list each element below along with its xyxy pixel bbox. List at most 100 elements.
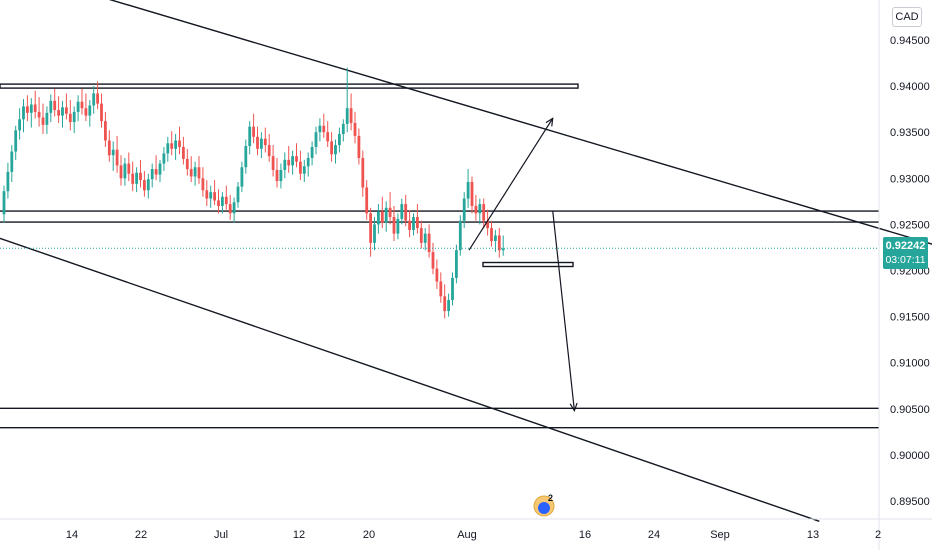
candle-body [6, 171, 10, 192]
time-tick-label: 12 [293, 529, 305, 541]
candle-body [267, 145, 271, 157]
bullish-arrow[interactable] [468, 118, 554, 251]
candle-body [486, 220, 489, 229]
time-axis[interactable]: 14 22 Jul 12 20 Aug 16 24 Sep 13 2 [0, 518, 932, 541]
candle-body [365, 187, 369, 214]
candle-body [283, 159, 287, 171]
price-tick-label: 0.90500 [890, 404, 930, 416]
candle-body [314, 132, 318, 147]
trend-lines[interactable] [0, 0, 932, 522]
candle-body [416, 217, 419, 229]
candle-body [178, 140, 181, 147]
candle-body [154, 169, 158, 175]
candle-body [49, 100, 53, 113]
candle-body [244, 146, 248, 168]
candle-body [217, 200, 220, 206]
candle-body [143, 180, 146, 191]
candle-body [318, 125, 322, 133]
candle-body [482, 204, 486, 221]
candle-body [330, 141, 333, 155]
horizontal-levels[interactable] [0, 83, 879, 429]
candle-body [92, 93, 96, 106]
candle-body [338, 134, 341, 146]
candle-body [299, 161, 302, 174]
candle-body [279, 170, 283, 182]
currency-label[interactable]: CAD [892, 7, 922, 27]
candle-body [310, 146, 314, 159]
time-tick-label: 22 [135, 529, 147, 541]
candle-body [380, 211, 384, 223]
lower-channel-line[interactable] [0, 229, 820, 522]
candle-body [322, 125, 326, 133]
candle-body [361, 158, 365, 188]
candle-body [88, 105, 92, 116]
candle-body [18, 119, 21, 131]
resistance-zone[interactable] [0, 83, 579, 89]
candle-body [61, 107, 64, 116]
candle-body [37, 111, 41, 118]
candle-body [96, 93, 99, 104]
candle-body [478, 204, 482, 214]
price-axis[interactable]: 0.945000.940000.935000.930000.925000.920… [878, 0, 930, 550]
candle-body [256, 136, 259, 149]
candle-body [412, 217, 415, 230]
candle-body [197, 167, 201, 179]
candle-body [158, 163, 162, 175]
candle-body [252, 126, 255, 137]
candle-body [334, 145, 337, 155]
arrow-head [569, 402, 578, 413]
candle-body [224, 196, 228, 205]
candle-body [302, 166, 306, 174]
candle-body [423, 233, 427, 243]
event-marker[interactable]: 2 [533, 493, 555, 517]
candle-body [388, 207, 392, 218]
candle-body [135, 172, 138, 184]
candle-body [209, 192, 213, 199]
candle-body [291, 156, 294, 166]
candle-body [213, 192, 216, 201]
candle-body [357, 135, 361, 159]
time-tick-label: 20 [363, 529, 375, 541]
time-tick-label: 24 [648, 529, 660, 541]
candle-body [174, 140, 177, 149]
candle-body [10, 151, 14, 172]
candle-body [295, 156, 298, 162]
candle-body [2, 191, 6, 215]
time-tick-label: 16 [579, 529, 591, 541]
price-tick-label: 0.94000 [890, 81, 930, 93]
last-price-badge: 0.92242 03:07:11 [883, 237, 928, 269]
candle-body [396, 218, 400, 234]
candle-body [150, 169, 154, 180]
candle-body [497, 235, 501, 251]
candle-body [26, 106, 29, 113]
candle-body [189, 169, 193, 177]
candle-body [353, 122, 357, 136]
candle-body [193, 167, 197, 177]
time-tick-label: 14 [66, 529, 78, 541]
candle-body [494, 235, 497, 241]
candle-body [435, 268, 439, 282]
candle-body [306, 158, 310, 167]
candle-body [439, 281, 443, 297]
candle-body [260, 138, 263, 149]
time-tick-label: Jul [214, 529, 228, 541]
candle-body [404, 204, 408, 221]
price-tick-label: 0.93500 [890, 127, 930, 139]
candle-body [131, 173, 135, 184]
candle-body [80, 101, 84, 109]
candle-body [431, 252, 435, 269]
candle-body [466, 181, 470, 199]
bearish-arrow[interactable] [552, 210, 575, 411]
candle-body [501, 248, 505, 251]
candle-body [271, 156, 275, 171]
candle-body [236, 186, 240, 203]
candle-body [470, 181, 474, 206]
upper-channel-line[interactable] [4, 0, 932, 326]
support-zone-small[interactable] [482, 261, 574, 268]
candle-body [72, 111, 76, 123]
forecast-arrows[interactable] [468, 117, 578, 413]
candle-body [100, 103, 103, 122]
candle-body [201, 178, 205, 191]
